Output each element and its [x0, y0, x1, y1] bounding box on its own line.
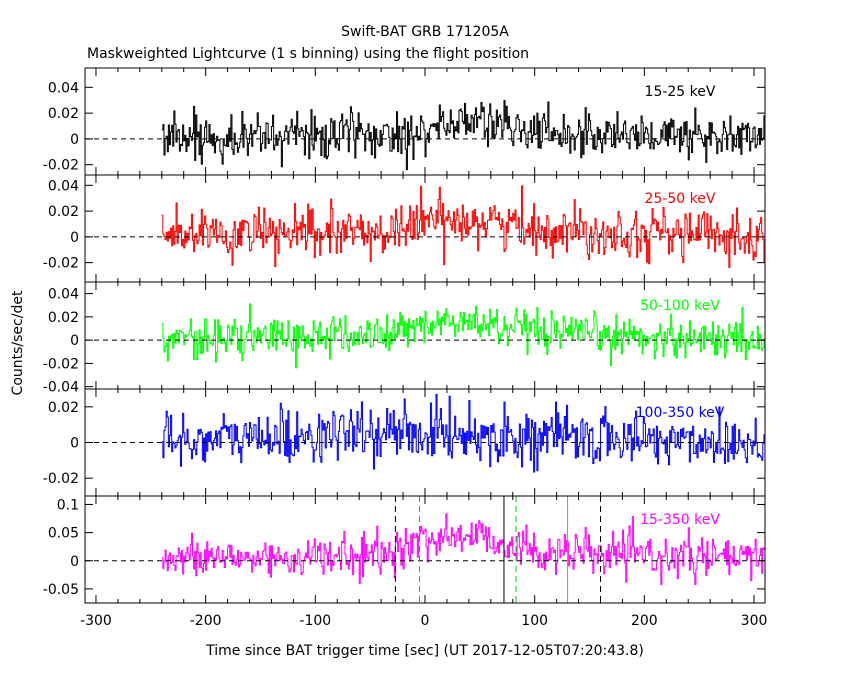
x-tick-label: 100: [521, 613, 548, 629]
y-tick-label: 0.04: [48, 178, 79, 194]
lightcurve-trace: [161, 303, 765, 369]
energy-band-label: 100-350 keV: [636, 405, 725, 421]
y-tick-label: -0.04: [43, 380, 79, 396]
y-tick-label: 0: [70, 132, 79, 148]
lightcurve-trace: [161, 513, 765, 586]
y-tick-label: 0.02: [48, 400, 79, 416]
x-tick-label: 300: [741, 613, 768, 629]
chart-title: Swift-BAT GRB 171205A: [341, 24, 509, 40]
y-tick-label: 0.02: [48, 106, 79, 122]
panel-3: -0.04 -0.02 0 0.02 0.04 50-100 keV: [43, 281, 766, 396]
lightcurve-trace: [161, 185, 765, 268]
y-tick-label: -0.05: [43, 582, 79, 598]
lightcurve-trace: [161, 393, 765, 473]
y-tick-label: 0.02: [48, 310, 79, 326]
panel-2: -0.02 0 0.02 0.04 25-50 keV: [43, 174, 766, 283]
energy-band-label: 15-25 keV: [645, 84, 716, 100]
x-tick-label: -300: [80, 613, 112, 629]
y-tick-label: 0.04: [48, 287, 79, 303]
y-tick-label: 0: [70, 333, 79, 349]
y-tick-label: 0.05: [48, 526, 79, 542]
panel-4: -0.02 0 0.02 100-350 keV: [43, 388, 766, 497]
x-tick-label: 0: [421, 613, 430, 629]
y-tick-label: 0: [70, 230, 79, 246]
x-axis-label: Time since BAT trigger time [sec] (UT 20…: [205, 643, 644, 659]
y-tick-label: 0.1: [57, 497, 79, 513]
y-tick-label: 0: [70, 436, 79, 452]
panel-1: -0.02 0 0.02 0.04 15-25 keV: [43, 67, 766, 176]
x-tick-label: -200: [190, 613, 222, 629]
y-tick-label: 0.02: [48, 204, 79, 220]
y-tick-label: 0: [70, 554, 79, 570]
x-tick-label: -100: [299, 613, 331, 629]
y-tick-label: -0.02: [43, 158, 79, 174]
y-axis-label: Counts/sec/det: [10, 290, 26, 395]
y-tick-label: -0.02: [43, 356, 79, 372]
y-tick-label: 0.04: [48, 80, 79, 96]
y-tick-label: -0.02: [43, 471, 79, 487]
lightcurve-trace: [161, 100, 765, 171]
energy-band-label: 15-350 keV: [640, 512, 720, 528]
energy-band-label: 25-50 keV: [645, 191, 716, 207]
panel-5: -0.05 0 0.05 0.1 15-350 keV: [43, 495, 766, 604]
energy-band-label: 50-100 keV: [640, 298, 720, 314]
x-tick-label: 200: [631, 613, 658, 629]
panels-group: -0.02 0 0.02 0.04 15-25 keV -0.02 0 0.02 0.04 25-…: [43, 67, 768, 629]
chart-subtitle: Maskweighted Lightcurve (1 s binning) us…: [87, 46, 529, 62]
y-tick-label: -0.02: [43, 256, 79, 272]
